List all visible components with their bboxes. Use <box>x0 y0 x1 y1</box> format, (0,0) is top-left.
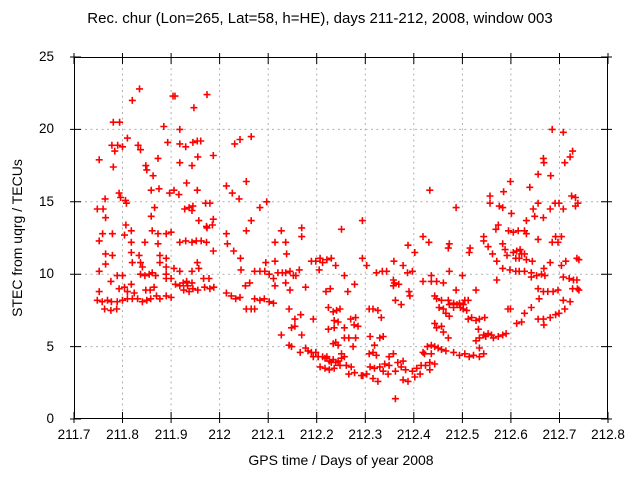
x-tick-label: 212.1 <box>251 427 286 442</box>
x-tick-label: 212 <box>208 427 231 442</box>
plot-border <box>74 57 608 419</box>
y-tick-label: 15 <box>38 193 54 209</box>
x-tick-label: 212.3 <box>348 427 383 442</box>
scatter-points <box>93 85 583 403</box>
x-tick-label: 212.6 <box>494 427 528 442</box>
tick-marks <box>70 53 612 423</box>
y-tick-label: 5 <box>46 338 54 354</box>
x-tick-label: 211.9 <box>154 427 188 442</box>
x-tick-label: 212.4 <box>396 427 431 442</box>
x-axis-label: GPS time / Days of year 2008 <box>248 452 434 468</box>
y-tick-label: 25 <box>38 49 54 64</box>
plot-svg <box>70 53 612 423</box>
chart-title: Rec. chur (Lon=265, Lat=58, h=HE), days … <box>87 10 553 27</box>
x-tick-label: 212.8 <box>591 427 625 442</box>
x-tick-label: 212.5 <box>445 427 480 442</box>
y-tick-label: 0 <box>46 411 54 426</box>
x-tick-label: 211.7 <box>57 427 91 442</box>
x-tick-label: 211.8 <box>106 427 139 442</box>
y-axis-label: STEC from uqrg / TECUs <box>9 159 25 317</box>
x-tick-label: 212.7 <box>542 427 577 442</box>
y-tick-label: 10 <box>38 266 54 282</box>
y-tick-label: 20 <box>38 121 54 137</box>
x-tick-label: 212.2 <box>299 427 334 442</box>
